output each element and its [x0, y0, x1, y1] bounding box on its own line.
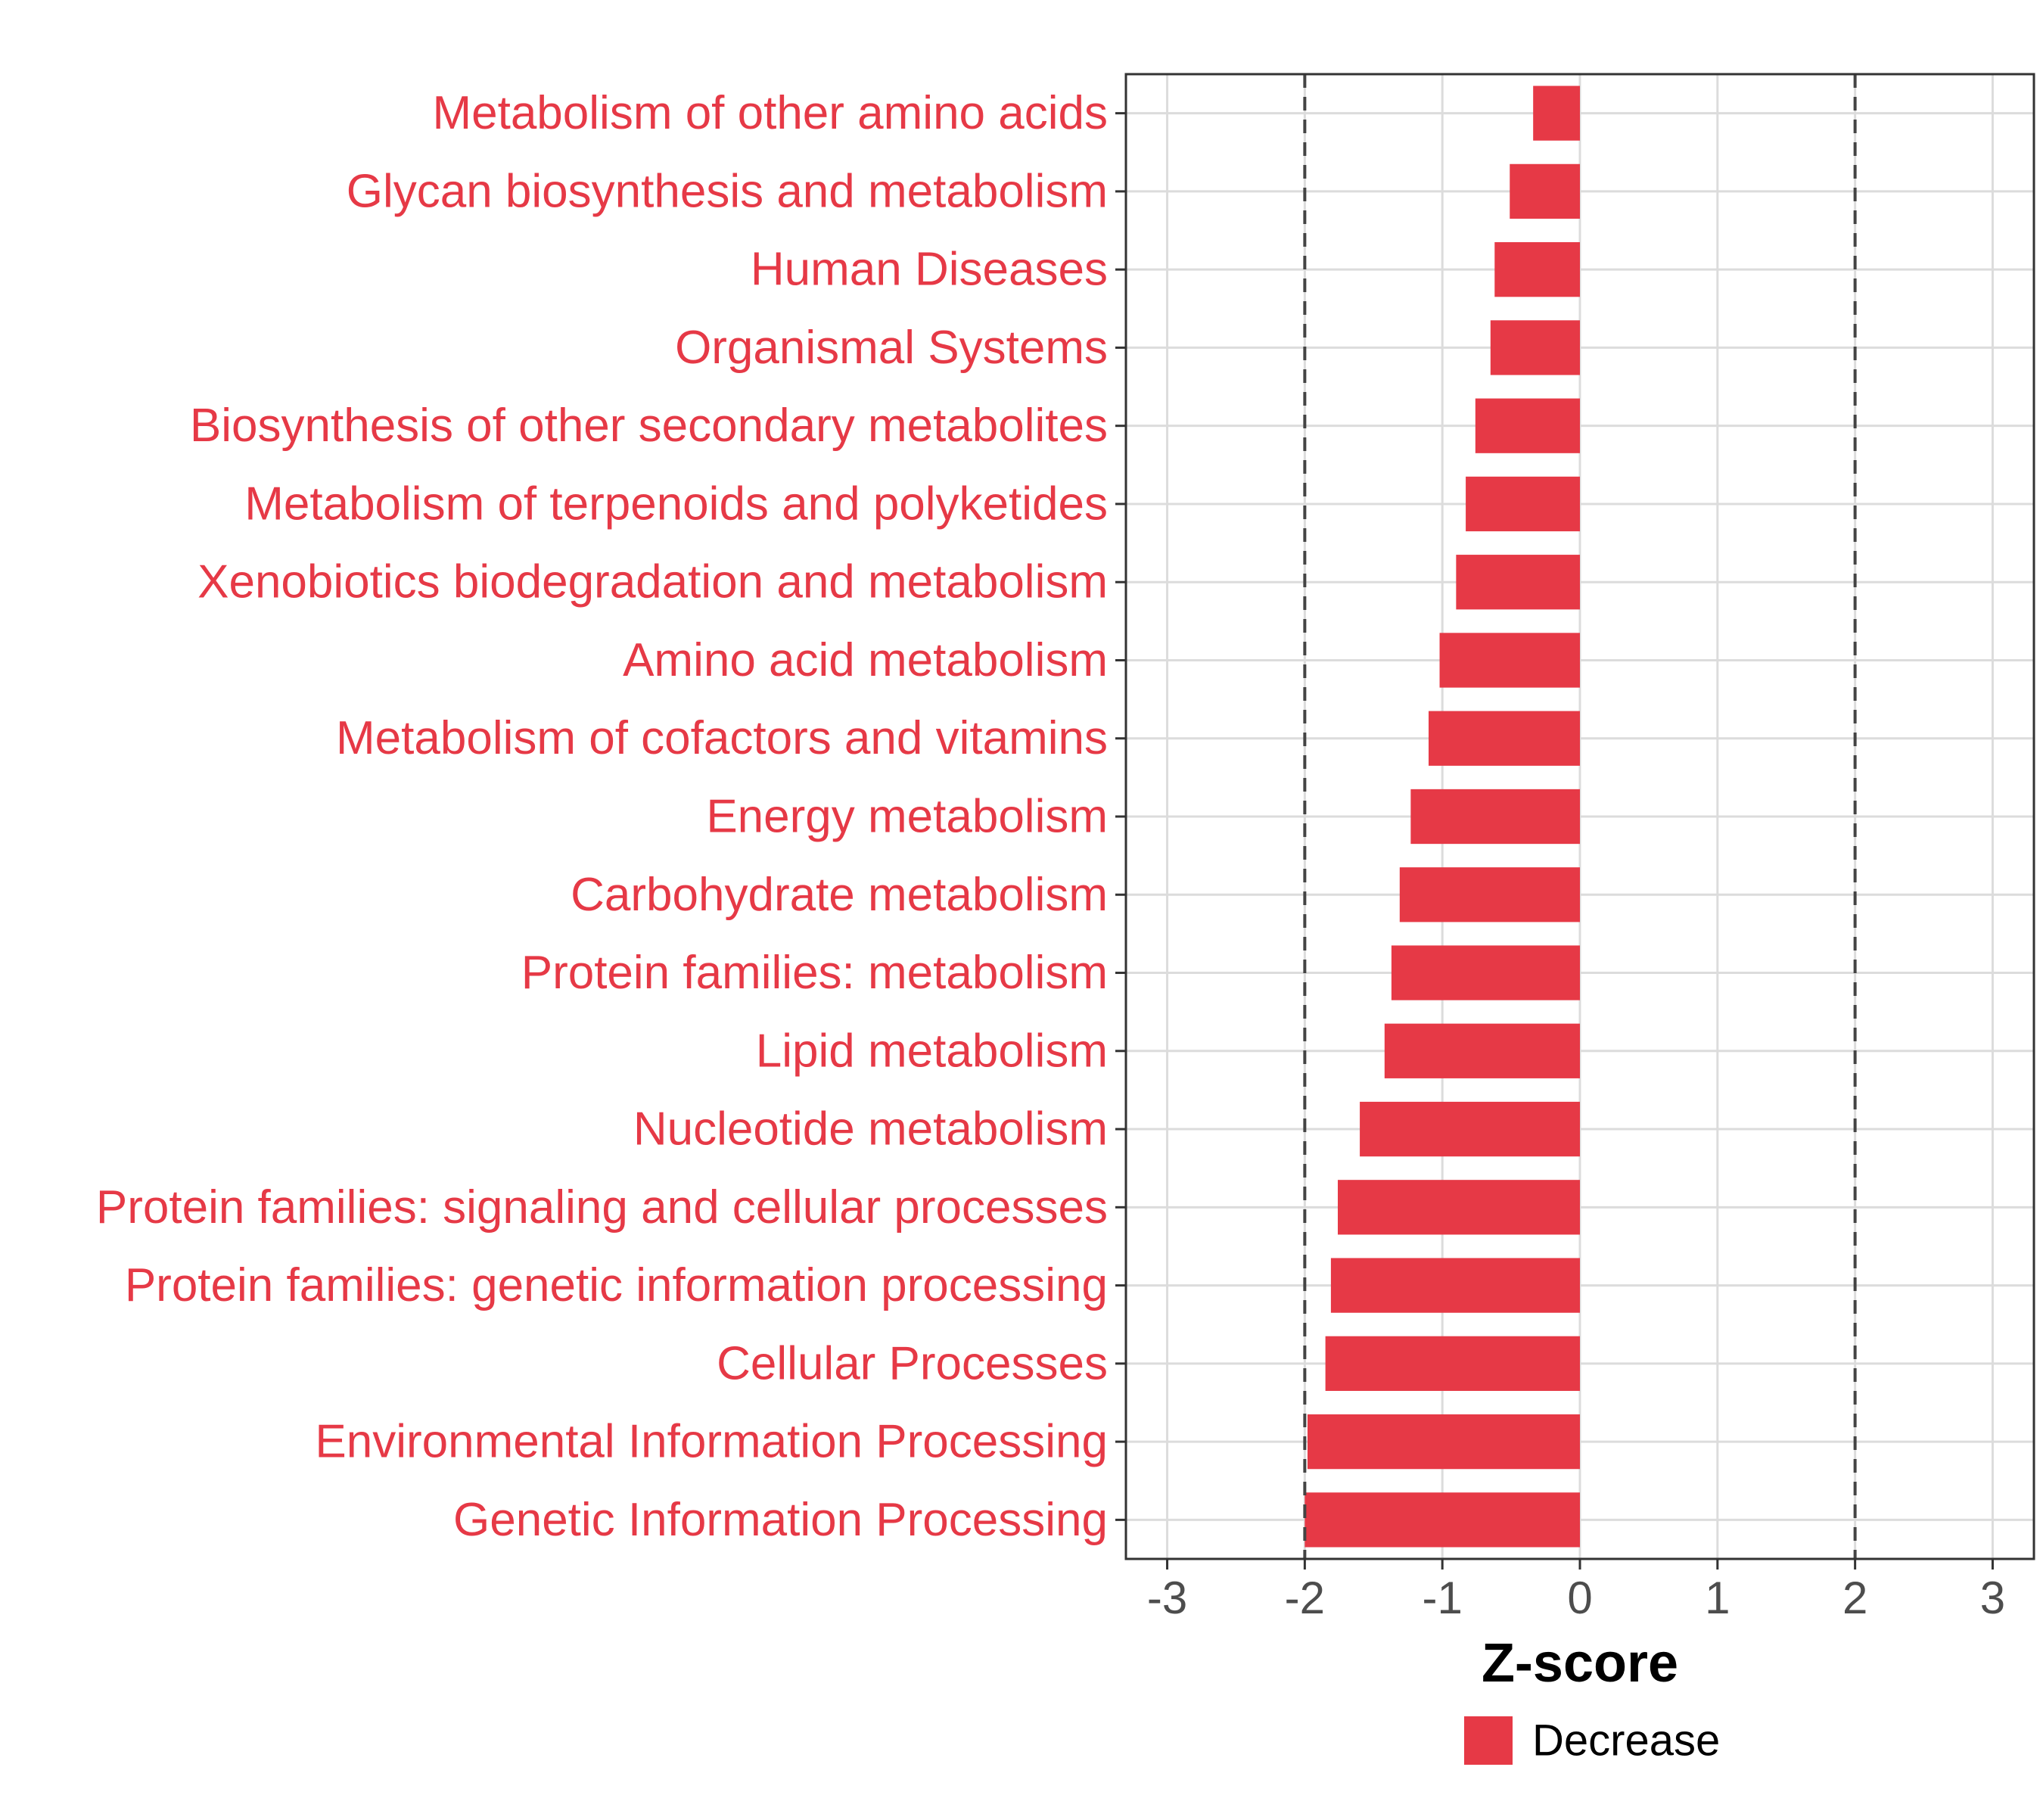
bar: [1466, 476, 1580, 532]
bar: [1533, 86, 1580, 141]
category-label: Carbohydrate metabolism: [571, 869, 1108, 921]
category-label: Cellular Processes: [717, 1337, 1108, 1389]
x-tick-label: -3: [1147, 1573, 1187, 1623]
bar: [1456, 555, 1580, 610]
category-label: Biosynthesis of other secondary metaboli…: [190, 400, 1108, 452]
x-tick-label: -1: [1423, 1573, 1463, 1623]
bar: [1429, 711, 1580, 766]
category-label: Nucleotide metabolism: [633, 1103, 1108, 1156]
x-tick-label: 2: [1842, 1573, 1867, 1623]
bar: [1494, 242, 1580, 297]
bar: [1475, 398, 1580, 453]
category-label: Protein families: signaling and cellular…: [96, 1181, 1108, 1234]
category-label: Protein families: metabolism: [521, 947, 1108, 999]
legend-swatch: [1464, 1716, 1513, 1765]
bar: [1510, 163, 1580, 219]
x-tick-label: 1: [1705, 1573, 1730, 1623]
category-label: Lipid metabolism: [756, 1025, 1108, 1077]
category-label: Environmental Information Processing: [315, 1416, 1108, 1468]
category-label: Protein families: genetic information pr…: [125, 1259, 1108, 1311]
category-label: Xenobiotics biodegradation and metabolis…: [197, 556, 1108, 608]
bar: [1338, 1180, 1580, 1235]
x-tick-label: -2: [1285, 1573, 1325, 1623]
bar: [1439, 633, 1580, 688]
bar: [1384, 1023, 1580, 1078]
category-label: Energy metabolism: [706, 791, 1108, 843]
category-label: Metabolism of cofactors and vitamins: [336, 712, 1108, 764]
legend-label: Decrease: [1532, 1716, 1720, 1766]
bar: [1308, 1414, 1580, 1470]
bar: [1490, 320, 1580, 375]
bar: [1399, 867, 1580, 922]
bar: [1325, 1336, 1580, 1391]
category-label: Genetic Information Processing: [453, 1494, 1108, 1546]
x-axis-title: Z-score: [1482, 1633, 1678, 1694]
x-tick-label: 0: [1567, 1573, 1592, 1623]
category-label: Metabolism of terpenoids and polyketides: [244, 478, 1108, 530]
category-label: Glycan biosynthesis and metabolism: [347, 165, 1108, 217]
bar: [1304, 1492, 1580, 1548]
category-label: Amino acid metabolism: [623, 634, 1108, 686]
bar: [1410, 789, 1580, 845]
bar: [1360, 1101, 1580, 1157]
x-tick-label: 3: [1980, 1573, 2005, 1623]
category-label: Organismal Systems: [675, 322, 1108, 374]
bar: [1330, 1258, 1580, 1313]
bar: [1391, 945, 1580, 1000]
category-label: Metabolism of other amino acids: [432, 87, 1108, 139]
category-label: Human Diseases: [751, 244, 1108, 296]
